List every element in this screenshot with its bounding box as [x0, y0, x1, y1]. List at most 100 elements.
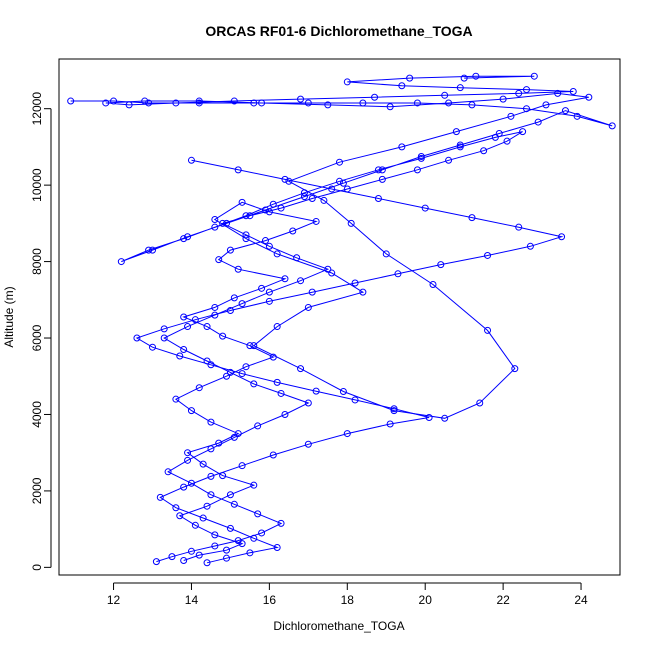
- data-point: [585, 93, 593, 101]
- data-point: [507, 112, 515, 120]
- data-point: [199, 460, 207, 468]
- data-point: [102, 99, 110, 107]
- data-point: [398, 82, 406, 90]
- data-point: [254, 510, 262, 518]
- data-point: [300, 193, 308, 201]
- data-point: [234, 265, 242, 273]
- data-point: [417, 154, 425, 162]
- data-point: [523, 86, 530, 94]
- data-point: [207, 491, 215, 499]
- data-point: [254, 422, 262, 430]
- y-tick-label: 8000: [30, 248, 44, 275]
- x-tick-label: 14: [185, 593, 199, 607]
- data-point: [168, 553, 176, 561]
- data-point: [187, 156, 195, 164]
- data-point: [223, 554, 231, 562]
- data-point: [499, 95, 507, 103]
- data-point: [495, 130, 503, 138]
- data-point: [184, 456, 192, 464]
- data-point: [180, 313, 188, 321]
- data-point: [456, 84, 464, 92]
- data-point: [398, 143, 406, 151]
- data-point: [324, 101, 332, 109]
- data-point: [277, 519, 285, 527]
- y-tick-label: 2000: [30, 477, 44, 504]
- data-point: [460, 74, 468, 82]
- data-point: [374, 195, 382, 203]
- data-point: [242, 212, 250, 220]
- data-point: [149, 343, 156, 351]
- data-point: [281, 410, 289, 418]
- data-point: [297, 95, 305, 103]
- data-point: [378, 175, 386, 183]
- data-point: [230, 500, 238, 508]
- data-point: [386, 420, 394, 428]
- data-point: [480, 147, 488, 155]
- data-point: [219, 219, 227, 227]
- data-point: [265, 242, 273, 250]
- data-point: [207, 361, 215, 369]
- data-point: [242, 231, 250, 239]
- data-point: [515, 223, 523, 231]
- data-point: [215, 256, 223, 264]
- data-point: [382, 250, 390, 258]
- data-point: [308, 195, 316, 203]
- data-point: [437, 261, 445, 269]
- data-point: [293, 254, 301, 262]
- data-point: [203, 559, 211, 567]
- data-point: [328, 185, 336, 193]
- data-point: [289, 227, 297, 235]
- data-point: [468, 214, 476, 222]
- data-point: [359, 99, 367, 107]
- data-point: [413, 166, 421, 174]
- data-point: [141, 97, 149, 105]
- data-point: [184, 323, 192, 331]
- data-point: [117, 258, 125, 266]
- data-point: [394, 270, 402, 278]
- data-point: [226, 491, 234, 499]
- data-point: [211, 216, 219, 224]
- data-point: [445, 99, 453, 107]
- y-tick-label: 4000: [30, 401, 44, 428]
- data-point: [265, 297, 273, 305]
- data-point: [515, 89, 523, 97]
- data-point: [425, 414, 433, 422]
- x-tick-label: 24: [574, 593, 588, 607]
- data-point: [226, 246, 234, 254]
- data-point: [246, 212, 254, 220]
- data-point: [445, 156, 453, 164]
- data-point: [320, 196, 328, 204]
- data-point: [211, 531, 219, 539]
- data-point: [530, 72, 538, 80]
- data-point: [429, 281, 437, 289]
- data-point: [378, 166, 386, 174]
- data-point: [226, 524, 234, 532]
- data-point: [230, 433, 238, 441]
- data-point: [336, 177, 343, 185]
- data-point: [304, 99, 312, 107]
- data-point: [312, 387, 320, 395]
- data-point: [304, 440, 312, 448]
- data-point: [281, 175, 289, 183]
- data-point: [207, 418, 215, 426]
- data-point: [258, 284, 266, 292]
- plot-frame: [58, 58, 621, 576]
- data-point: [187, 547, 195, 555]
- data-point: [67, 97, 75, 105]
- data-point: [406, 74, 414, 82]
- data-point: [184, 449, 192, 457]
- data-point: [234, 537, 242, 545]
- data-point: [250, 99, 258, 107]
- data-point: [250, 342, 258, 350]
- data-point: [195, 551, 203, 559]
- data-point: [351, 279, 359, 287]
- data-point: [452, 128, 460, 136]
- data-point: [390, 407, 398, 415]
- data-point: [195, 97, 203, 105]
- data-point: [176, 352, 184, 360]
- data-point: [554, 89, 562, 97]
- data-point: [336, 158, 343, 166]
- data-point: [191, 521, 199, 529]
- data-point: [180, 556, 188, 564]
- data-point: [180, 235, 188, 243]
